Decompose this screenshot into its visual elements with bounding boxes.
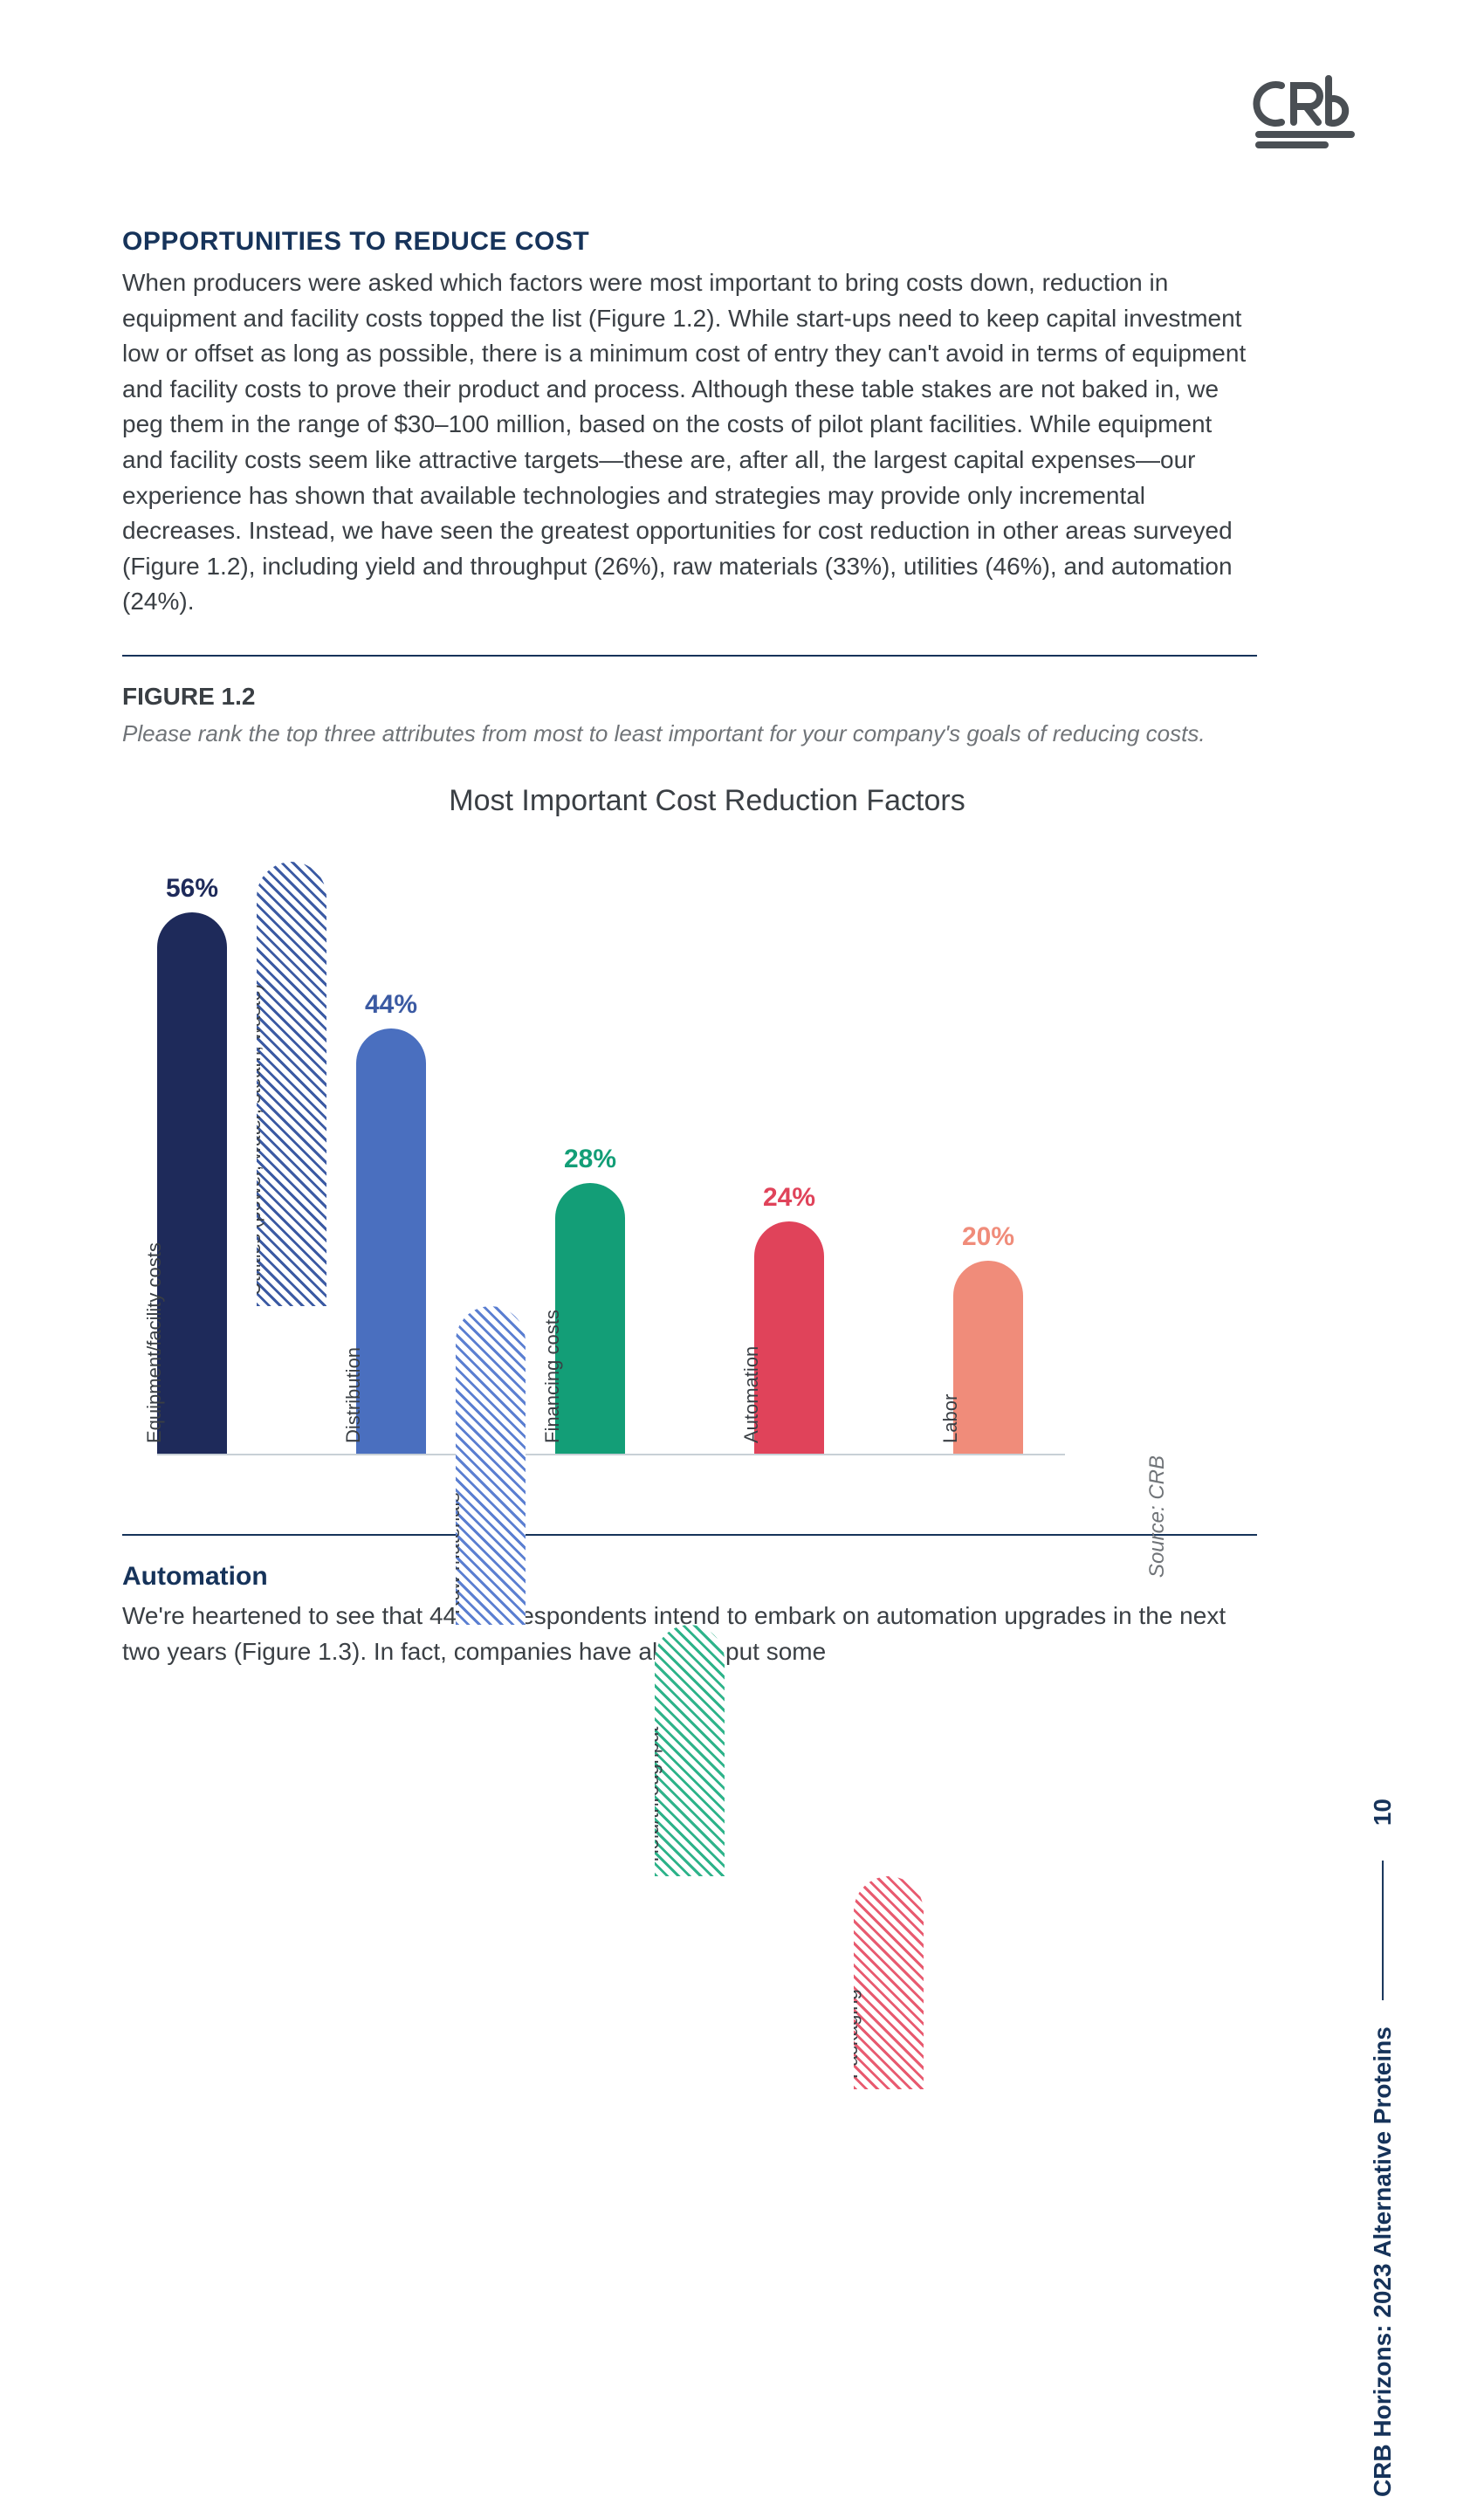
- chart-bar: 28%Financing costs: [555, 1183, 625, 1454]
- bar-value-label: 28%: [529, 1145, 651, 1174]
- running-title: CRB Horizons: 2023 Alternative Proteins: [1369, 2026, 1397, 2497]
- section-body: When producers were asked which factors …: [122, 265, 1257, 620]
- bar-category-label: Automation: [740, 1346, 763, 1443]
- bar-value-label: 56%: [131, 874, 253, 904]
- crb-logo: [1248, 70, 1362, 157]
- bar-category-label: Equipment/facility costs: [143, 1242, 166, 1443]
- chart-bar: 33%Raw materials: [456, 1306, 526, 1625]
- chart-source: Source: CRB: [1145, 1455, 1170, 1578]
- bar-value-label: 44%: [330, 990, 452, 1020]
- divider: [122, 1534, 1257, 1536]
- page-number: 10: [1369, 1799, 1397, 1826]
- chart-bar: 24%Automation: [754, 1221, 824, 1454]
- bar-category-label: Yield/throughput: [655, 1727, 663, 1866]
- bar-category-label: Utilities (power, water, steam, waste): [257, 984, 265, 1296]
- chart-bar: 22%Packaging: [854, 1876, 924, 2089]
- chart-title: Most Important Cost Reduction Factors: [157, 784, 1257, 818]
- bar-value-label: 24%: [728, 1183, 850, 1213]
- chart-bar: 56%Equipment/facility costs: [157, 912, 227, 1454]
- chart-bar: 46%Utilities (power, water, steam, waste…: [257, 862, 326, 1306]
- automation-heading: Automation: [122, 1562, 1257, 1592]
- figure-caption: Please rank the top three attributes fro…: [122, 718, 1257, 749]
- bar-category-label: Raw materials: [456, 1493, 464, 1614]
- bar-category-label: Packaging: [854, 1990, 862, 2080]
- figure-label: FIGURE 1.2: [122, 683, 1257, 711]
- bar-chart: 56%Equipment/facility costs46%Utilities …: [122, 862, 1170, 1490]
- bar-value-label: 20%: [927, 1222, 1049, 1252]
- chart-bar: 20%Labor: [953, 1261, 1023, 1454]
- section-title: OPPORTUNITIES TO REDUCE COST: [122, 227, 1257, 257]
- divider: [122, 655, 1257, 657]
- running-footer: CRB Horizons: 2023 Alternative Proteins …: [1369, 1799, 1397, 2497]
- chart-bar: 44%Distribution: [356, 1028, 426, 1454]
- bar-category-label: Labor: [939, 1394, 962, 1443]
- chart-bar: 26%Yield/throughput: [655, 1625, 725, 1876]
- running-line: [1382, 1861, 1384, 2000]
- bar-category-label: Financing costs: [541, 1310, 564, 1443]
- bar-category-label: Distribution: [342, 1347, 365, 1443]
